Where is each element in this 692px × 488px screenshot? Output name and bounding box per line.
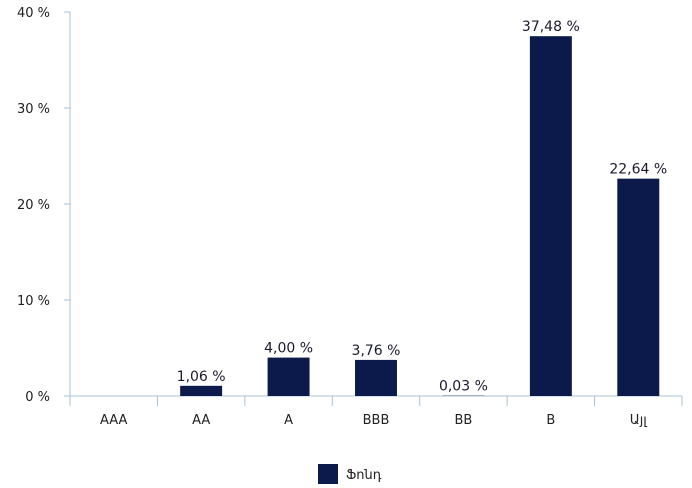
bar — [617, 178, 660, 396]
bar — [355, 359, 397, 396]
y-tick-label: 30 % — [17, 102, 50, 117]
x-tick-label: Այլ — [630, 413, 647, 428]
legend: Ֆոնդ — [318, 464, 382, 484]
y-tick-label: 20 % — [17, 198, 50, 213]
x-tick-label: B — [546, 413, 555, 428]
x-tick-label: BBB — [363, 413, 390, 428]
data-label: 0,03 % — [439, 379, 488, 395]
y-tick-label: 40 % — [17, 6, 50, 21]
x-tick-label: AA — [192, 413, 210, 428]
x-tick-label: A — [284, 413, 293, 428]
data-label: 4,00 % — [264, 341, 313, 357]
bar — [529, 36, 572, 396]
bar — [180, 385, 223, 396]
legend-label: Ֆոնդ — [346, 468, 382, 483]
data-label: 37,48 % — [522, 19, 580, 35]
data-label: 3,76 % — [352, 343, 401, 359]
bars — [180, 36, 660, 396]
y-tick-label: 0 % — [25, 390, 50, 405]
data-label: 22,64 % — [609, 162, 667, 178]
x-axis-ticks: AAA AA A BBB BB B Այլ — [69, 396, 683, 428]
y-tick-label: 10 % — [17, 294, 50, 309]
x-tick-label: AAA — [100, 413, 128, 428]
bar — [267, 357, 310, 396]
axes — [69, 12, 682, 397]
x-tick-label: BB — [455, 413, 473, 428]
legend-swatch — [318, 464, 338, 484]
data-label: 1,06 % — [177, 369, 226, 385]
y-axis-ticks: 0 % 10 % 20 % 30 % 40 % — [17, 6, 70, 405]
data-labels: 1,06 % 4,00 % 3,76 % 0,03 % 37,48 % 22,64 % — [177, 19, 668, 395]
